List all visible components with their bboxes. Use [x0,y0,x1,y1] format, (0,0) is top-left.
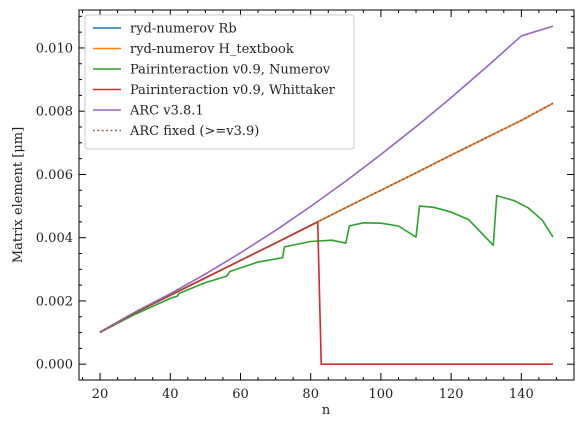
series-line-4 [99,25,554,333]
legend-label: ryd-numerov Rb [130,22,237,37]
x-tick-label: 120 [439,387,464,402]
y-tick-label: 0.002 [36,294,73,309]
ticks-layer: 20 40 60 80 100 120 140 0.000 0.002 0.004 0.006 0.0… [36,10,575,402]
x-tick-label: 20 [92,387,109,402]
legend-box [84,14,355,150]
y-tick-label: 0.010 [36,41,73,56]
x-tick-label: 80 [302,387,319,402]
y-tick-label: 0.006 [36,168,73,183]
legend-label: Pairinteraction v0.9, Numerov [130,63,331,78]
legend-label: Pairinteraction v0.9, Whittaker [130,83,336,98]
legend-label: ryd-numerov H_textbook [130,42,294,57]
x-tick-label: 40 [162,387,179,402]
legend-label: ARC v3.8.1 [129,104,204,119]
x-tick-label: 100 [369,387,394,402]
series-line-2 [99,194,554,333]
x-axis-label: n [322,403,331,418]
y-tick-label: 0.000 [36,358,73,373]
y-axis-label: Matrix element [μm] [11,127,26,263]
series-line-5 [99,102,554,333]
legend-label: ARC fixed (>=v3.9) [129,124,259,139]
y-tick-label: 0.004 [36,231,73,246]
series-layer [99,25,554,365]
y-tick-label: 0.008 [36,105,73,120]
x-tick-label: 60 [232,387,249,402]
x-tick-label: 140 [509,387,534,402]
legend: ryd-numerov Rb ryd-numerov H_textbook Pair… [84,14,355,150]
